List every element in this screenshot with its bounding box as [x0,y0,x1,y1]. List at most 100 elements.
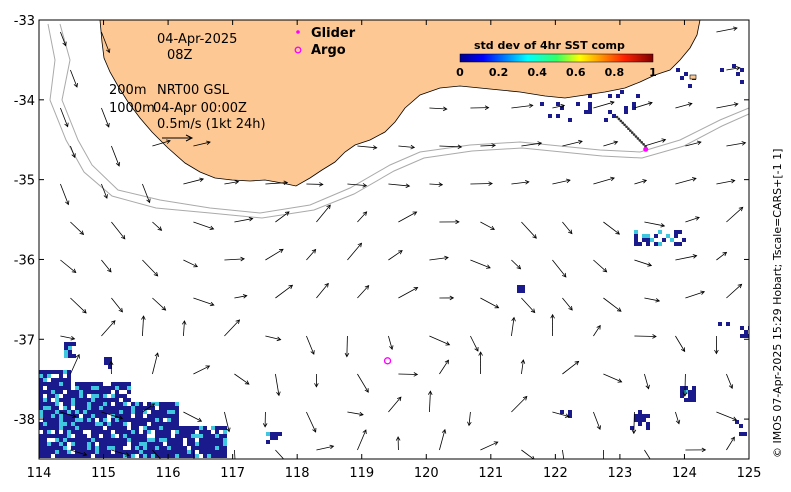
current-arrow [398,211,417,223]
scale-arrow [162,134,194,142]
current-arrow [193,141,211,147]
current-arrow [480,221,495,230]
sst-pixel [191,454,195,458]
sst-pixel [107,430,111,434]
sst-pixel [71,398,75,402]
colorbar-title: std dev of 4hr SST comp [474,39,625,52]
current-arrow [142,316,144,337]
current-arrow-head [311,248,317,254]
sst-pixel [175,402,179,406]
sst-pixel [684,72,688,76]
sst-pixel [59,370,63,374]
y-tick-label: -34 [14,94,35,109]
current-arrow [675,335,686,352]
sst-pixel [63,406,67,410]
sst-pixel [63,422,67,426]
current-arrow [357,373,369,393]
sst-pixel [72,354,76,358]
sst-pixel [51,394,55,398]
sst-pixel [43,398,47,402]
sst-pixel [139,422,143,426]
sst-pixel [47,386,51,390]
sst-pixel [71,442,75,446]
sst-pixel [131,442,135,446]
sst-pixel [47,398,51,402]
current-arrow-head [738,206,744,212]
current-arrow [316,445,334,451]
sst-pixel [123,450,127,454]
glider-track-point [615,115,619,119]
sst-pixel [270,432,274,436]
sst-pixel [119,382,123,386]
sst-pixel [123,438,127,442]
current-arrow-head [75,353,80,359]
sst-pixel [175,446,179,450]
sst-pixel [67,454,71,458]
sst-pixel [91,414,95,418]
current-arrow-head [675,419,681,425]
current-arrow [726,207,743,223]
sst-pixel [91,402,95,406]
sst-pixel [67,382,71,386]
sst-pixel [99,402,103,406]
sst-pixel [91,398,95,402]
sst-pixel [167,454,171,458]
sst-pixel [63,446,67,450]
current-arrow [511,259,521,270]
sst-pixel [127,450,131,454]
current-arrow [183,320,185,337]
sst-pixel [43,454,47,458]
sst-pixel [87,438,91,442]
sst-pixel [139,402,143,406]
sst-pixel [278,432,282,436]
glider-track-point [642,143,645,146]
current-arrow [521,359,524,375]
current-arrow-head [71,268,77,274]
sst-pixel [163,430,167,434]
sst-pixel [123,442,127,446]
glider-legend-label: Glider [311,26,356,41]
current-arrow-head [413,287,419,292]
sst-pixel [123,386,127,390]
sst-pixel [64,346,68,350]
sst-pixel [604,118,608,122]
sst-pixel [111,418,115,422]
current-arrow-head [310,350,315,355]
sst-pixel [191,450,195,454]
sst-pixel [588,94,592,98]
sst-pixel [67,402,71,406]
sst-pixel [107,454,111,458]
sst-pixel [735,420,739,424]
sst-pixel [63,454,67,458]
sst-pixel [171,426,175,430]
sst-pixel [179,442,183,446]
current-arrow [398,145,415,148]
sst-pixel [568,118,572,122]
current-arrow [429,257,449,261]
current-arrow-head [455,219,460,225]
current-arrow-head [609,100,615,106]
sst-pixel [39,434,43,438]
current-arrow [60,411,76,418]
sst-pixel [147,402,151,406]
sst-pixel [39,390,43,394]
current-arrow-head [560,103,566,109]
current-arrow [152,449,162,459]
sst-pixel [634,234,638,238]
sst-pixel [147,454,151,458]
sst-pixel [159,438,163,442]
glider-legend-icon [296,30,300,34]
current-arrow [306,249,316,261]
sst-pixel [59,382,63,386]
sst-pixel [215,430,219,434]
sst-pixel [87,398,91,402]
sst-pixel [155,418,159,422]
sst-pixel [59,442,63,446]
sst-pixel [684,398,688,402]
sst-pixel [55,394,59,398]
sst-pixel [63,442,67,446]
y-tick-label: -36 [14,253,35,268]
sst-pixel [163,446,167,450]
sst-pixel [75,446,79,450]
current-arrow-head [616,307,622,312]
